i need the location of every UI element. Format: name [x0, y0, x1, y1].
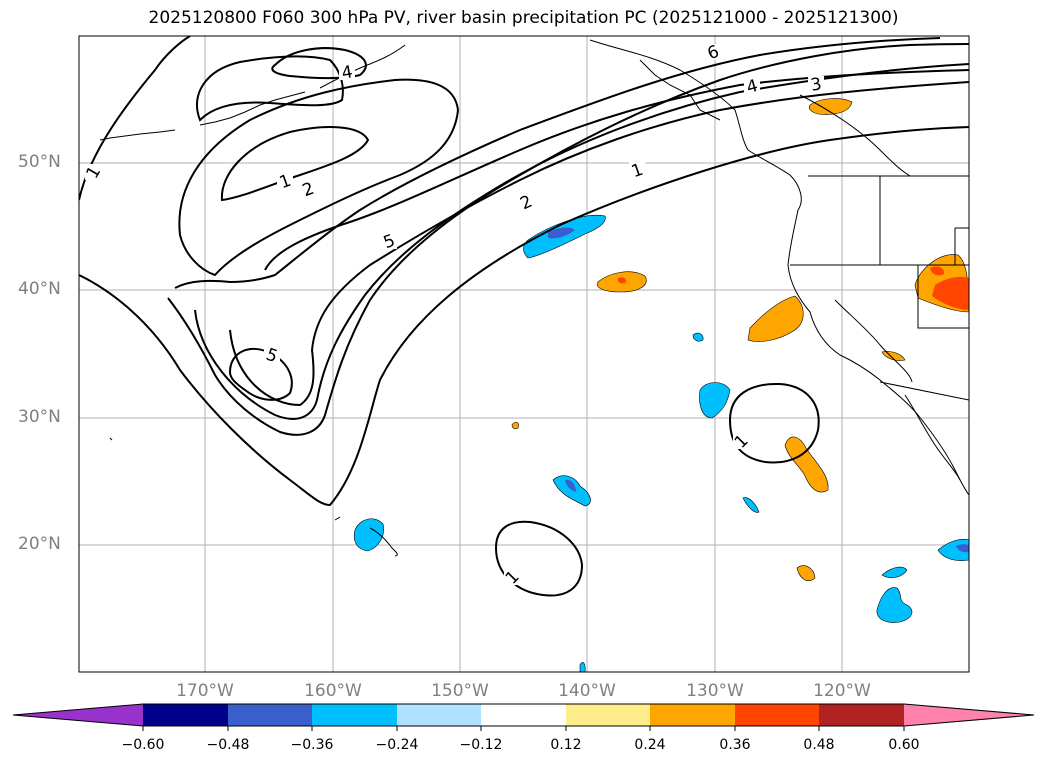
- lon-label: 120°W: [813, 681, 871, 701]
- contour-label: 4: [340, 62, 354, 84]
- colorbar-tick-label: 0.60: [888, 737, 920, 753]
- colorbar-segment: [13, 704, 143, 726]
- lon-label: 170°W: [176, 681, 234, 701]
- map-title: 2025120800 F060 300 hPa PV, river basin …: [148, 8, 899, 28]
- lon-label: 150°W: [431, 681, 489, 701]
- colorbar-segment: [312, 704, 397, 726]
- colorbar-tick-label: 0.12: [550, 737, 582, 753]
- lat-label: 20°N: [18, 534, 61, 554]
- colorbar-tick-label: −0.60: [121, 737, 165, 753]
- colorbar-segment: [397, 704, 481, 726]
- lon-label: 130°W: [686, 681, 744, 701]
- colorbar-tick-label: −0.12: [459, 737, 503, 753]
- colorbar-tick-label: 0.24: [634, 737, 666, 753]
- colorbar-segment: [819, 704, 904, 726]
- lon-label: 140°W: [558, 681, 616, 701]
- lat-label: 40°N: [18, 279, 61, 299]
- precipitation-shading: [353, 98, 969, 672]
- coastlines: [99, 39, 969, 557]
- map-background: [79, 36, 969, 672]
- colorbar-segment: [566, 704, 650, 726]
- colorbar-segment: [904, 704, 1034, 726]
- colorbar-tick-label: −0.48: [206, 737, 250, 753]
- map-frame: [78, 35, 970, 673]
- colorbar-segment: [228, 704, 312, 726]
- gridlines: [79, 36, 969, 672]
- contour-label: 4: [744, 76, 760, 98]
- pv-contours: [79, 36, 969, 597]
- contour-label: 3: [809, 74, 823, 96]
- colorbar-segment: [735, 704, 819, 726]
- colorbar-segment: [481, 704, 566, 726]
- lat-label: 30°N: [18, 407, 61, 427]
- colorbar-segment: [143, 704, 228, 726]
- colorbar: [13, 704, 1034, 726]
- colorbar-tick-label: 0.36: [719, 737, 751, 753]
- contour-label-backings: [85, 44, 824, 585]
- lon-label: 160°W: [304, 681, 362, 701]
- colorbar-tick-label: 0.48: [803, 737, 835, 753]
- colorbar-ticks: [142, 726, 905, 731]
- lat-label: 50°N: [18, 152, 61, 172]
- colorbar-tick-label: −0.24: [375, 737, 419, 753]
- colorbar-segment: [650, 704, 735, 726]
- colorbar-tick-label: −0.36: [290, 737, 334, 753]
